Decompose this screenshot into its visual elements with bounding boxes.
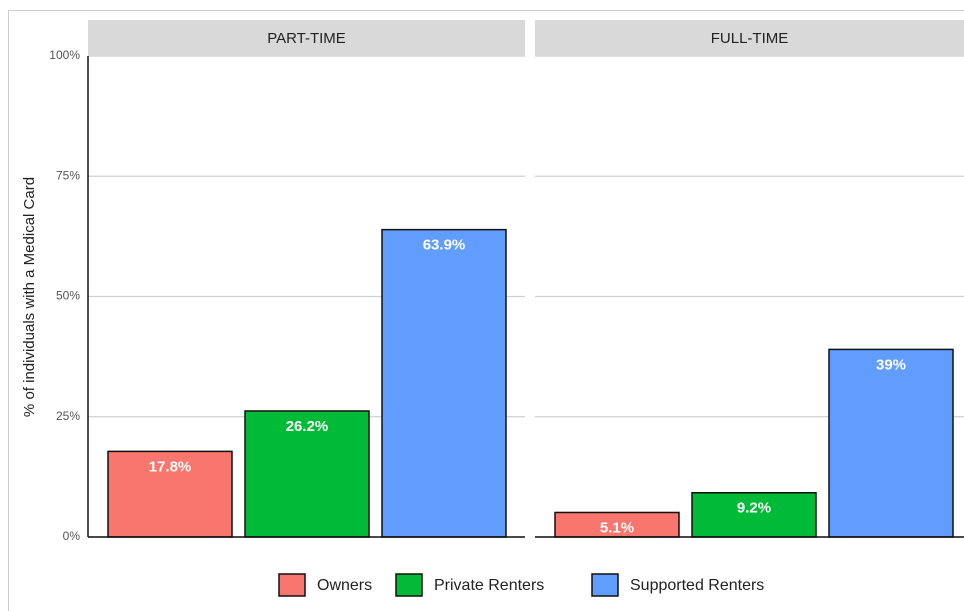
legend-label: Supported Renters — [630, 577, 764, 594]
legend-swatch — [591, 573, 619, 597]
value-label: 26.2% — [286, 418, 329, 435]
value-label: 39% — [876, 356, 906, 373]
bar — [828, 348, 954, 538]
bar — [244, 410, 370, 538]
y-tick-label: 0% — [63, 529, 81, 543]
facet-label: PART-TIME — [267, 30, 346, 47]
y-tick-label: 50% — [56, 289, 80, 303]
facet-strip — [88, 20, 525, 56]
y-tick-label: 75% — [56, 168, 80, 182]
y-tick-label: 25% — [56, 409, 80, 423]
value-label: 5.1% — [600, 519, 634, 536]
value-label: 17.8% — [149, 458, 192, 475]
bar — [381, 228, 507, 538]
y-tick-label: 100% — [49, 48, 80, 62]
frame — [8, 10, 964, 611]
bar — [691, 491, 817, 538]
facet-label: FULL-TIME — [711, 30, 789, 47]
value-label: 63.9% — [423, 237, 466, 254]
value-label: 9.2% — [737, 500, 771, 517]
facet-strip — [535, 20, 964, 56]
legend-swatch — [395, 573, 423, 597]
y-axis-label: % of individuals with a Medical Card — [21, 177, 38, 417]
legend-label: Private Renters — [434, 577, 544, 594]
bar — [107, 450, 233, 538]
legend-swatch — [278, 573, 306, 597]
legend-label: Owners — [317, 577, 372, 594]
